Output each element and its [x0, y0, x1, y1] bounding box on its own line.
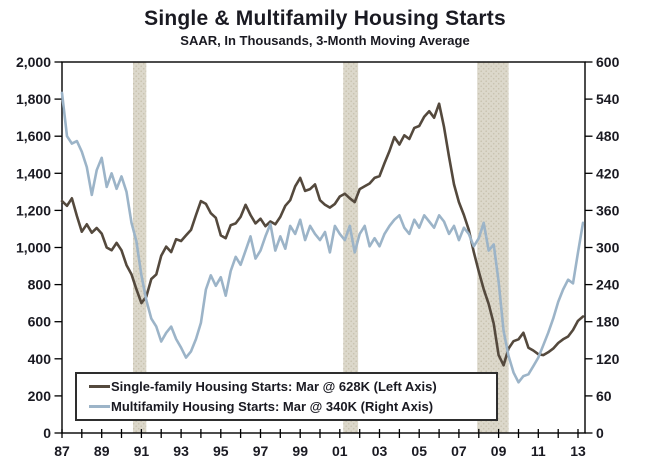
recession-band [133, 62, 147, 433]
x-axis-tick-label: 87 [54, 443, 70, 459]
x-axis-tick-label: 93 [173, 443, 189, 459]
left-axis-tick-label: 400 [28, 351, 52, 367]
right-axis-tick-label: 600 [596, 54, 620, 70]
right-axis-tick-label: 180 [596, 314, 620, 330]
x-axis-tick-label: 11 [531, 443, 546, 459]
recession-band [343, 62, 359, 433]
x-axis-tick-label: 97 [253, 443, 269, 459]
legend-item-multifamily: Multifamily Housing Starts: Mar @ 340K (… [89, 399, 490, 414]
x-axis-tick-label: 03 [372, 443, 388, 459]
right-axis-tick-label: 240 [596, 277, 620, 293]
chart-title: Single & Multifamily Housing Starts [144, 7, 506, 30]
left-axis-tick-label: 1,600 [16, 128, 51, 144]
x-axis-tick-label: 09 [491, 443, 507, 459]
legend-label-multifamily: Multifamily Housing Starts: Mar @ 340K (… [111, 399, 434, 414]
x-axis-tick-label: 95 [213, 443, 229, 459]
right-axis-tick-label: 120 [596, 351, 620, 367]
left-axis-tick-label: 1,800 [16, 91, 51, 107]
right-axis-tick-label: 60 [596, 388, 612, 404]
multifamily-line-swatch [89, 405, 110, 408]
left-axis-tick-label: 600 [28, 314, 52, 330]
right-axis-tick-label: 540 [596, 91, 620, 107]
right-axis-tick-label: 0 [596, 425, 604, 441]
x-axis-tick-label: 91 [134, 443, 150, 459]
series-line-single-family [60, 102, 585, 367]
x-axis-tick-label: 01 [332, 443, 348, 459]
legend: Single-family Housing Starts: Mar @ 628K… [75, 372, 498, 421]
left-axis-tick-label: 1,200 [16, 202, 51, 218]
right-axis-tick-label: 480 [596, 128, 620, 144]
left-axis-tick-label: 1,400 [16, 165, 51, 181]
single-family-line-swatch [89, 385, 110, 388]
x-axis-tick-label: 05 [411, 443, 427, 459]
x-axis-tick-label: 99 [292, 443, 308, 459]
chart-subtitle: SAAR, In Thousands, 3-Month Moving Avera… [180, 33, 470, 48]
right-axis-tick-label: 360 [596, 202, 620, 218]
legend-item-single-family: Single-family Housing Starts: Mar @ 628K… [89, 379, 490, 394]
left-axis-tick-label: 2,000 [16, 54, 51, 70]
x-axis-tick-label: 13 [570, 443, 586, 459]
right-axis-tick-label: 300 [596, 240, 620, 256]
left-axis-tick-label: 1,000 [16, 240, 51, 256]
right-axis-tick-label: 420 [596, 165, 620, 181]
left-axis-tick-label: 200 [28, 388, 52, 404]
left-axis-tick-label: 0 [43, 425, 51, 441]
legend-label-single-family: Single-family Housing Starts: Mar @ 628K… [111, 379, 437, 394]
x-axis-tick-label: 89 [94, 443, 110, 459]
left-axis-tick-label: 800 [28, 277, 52, 293]
x-axis-tick-label: 07 [451, 443, 467, 459]
series-line-multifamily [60, 91, 585, 384]
